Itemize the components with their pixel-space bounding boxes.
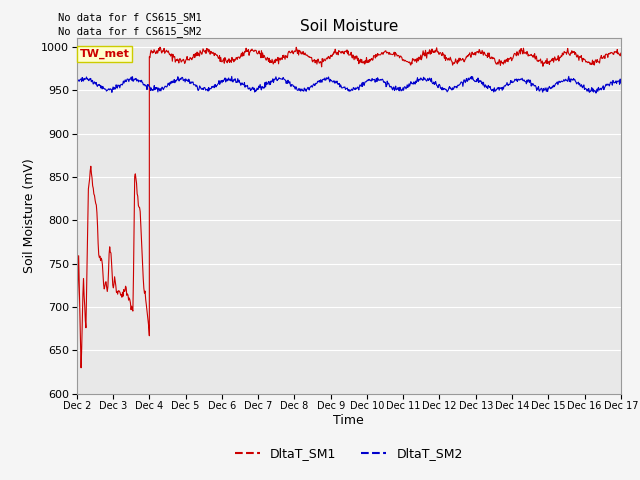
Text: No data for f CS615_SM2: No data for f CS615_SM2 <box>58 26 202 37</box>
Y-axis label: Soil Moisture (mV): Soil Moisture (mV) <box>22 158 36 274</box>
Text: TW_met: TW_met <box>79 49 129 60</box>
Title: Soil Moisture: Soil Moisture <box>300 20 398 35</box>
X-axis label: Time: Time <box>333 414 364 427</box>
Legend: DltaT_SM1, DltaT_SM2: DltaT_SM1, DltaT_SM2 <box>230 443 468 466</box>
Text: No data for f CS615_SM1: No data for f CS615_SM1 <box>58 12 202 23</box>
